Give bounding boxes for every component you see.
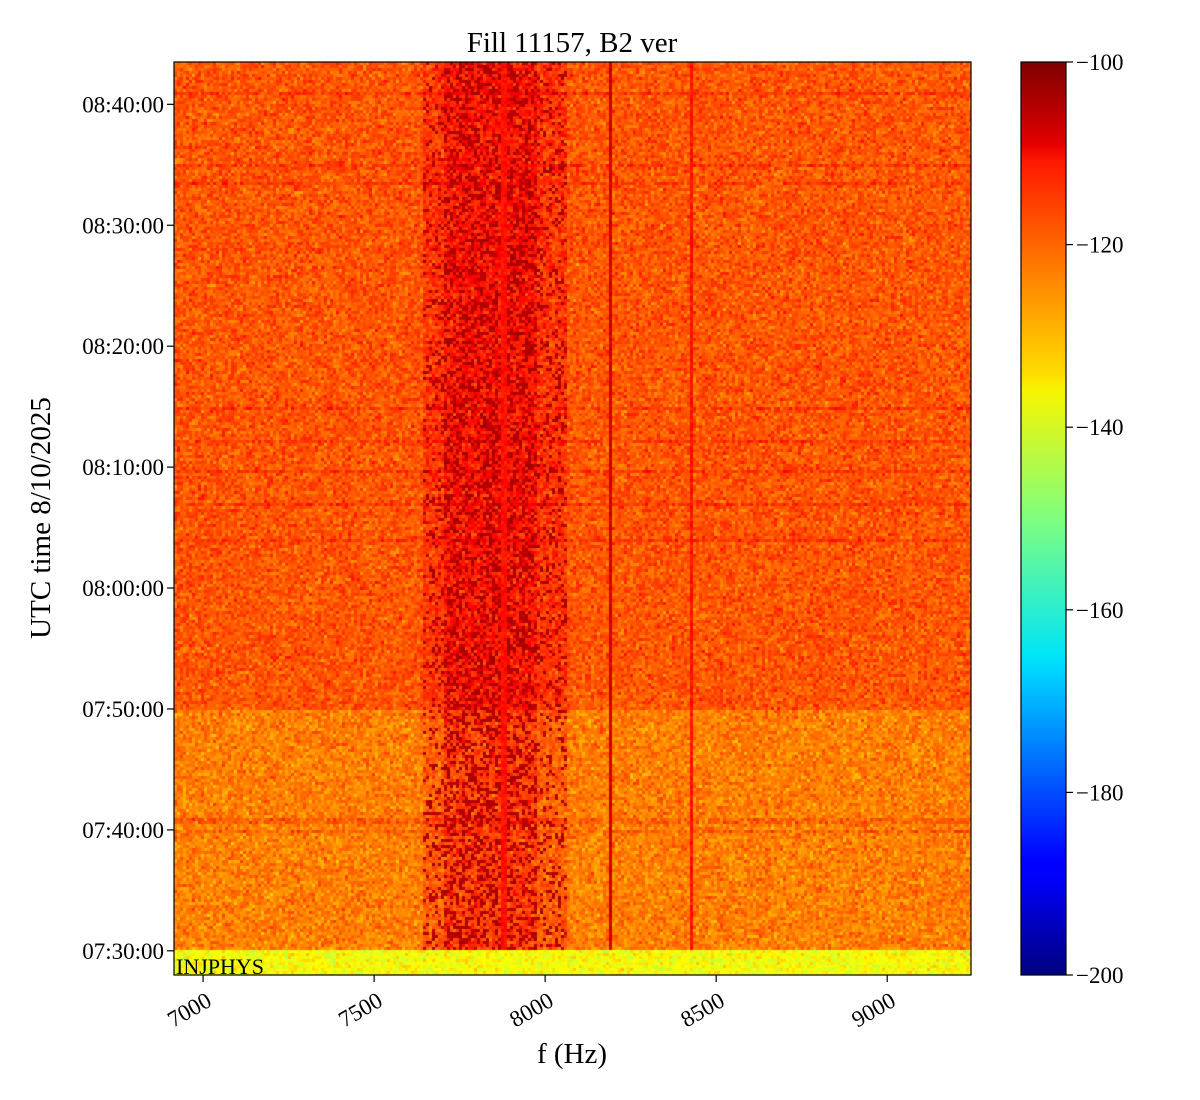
x-tick-label: 8000: [505, 988, 557, 1033]
x-tick-label: 7000: [163, 988, 215, 1033]
y-tick-label: 08:40:00: [82, 92, 164, 117]
y-tick-label: 07:30:00: [82, 939, 164, 964]
x-tick-label: 7500: [334, 988, 386, 1033]
x-tick-label: 9000: [847, 988, 899, 1033]
plot-frame: [173, 61, 972, 976]
injection-annotation: INJPHYS: [176, 954, 264, 979]
colorbar-tick-label: −160: [1076, 598, 1123, 623]
y-tick-label: 08:20:00: [82, 334, 164, 359]
y-tick-label: 08:10:00: [82, 455, 164, 480]
y-tick-label: 07:40:00: [82, 818, 164, 843]
y-tick-label: 07:50:00: [82, 697, 164, 722]
colorbar-tick-label: −140: [1076, 415, 1123, 440]
colorbar-axis: −100 −120 −140 −160 −180 −200: [1066, 50, 1123, 988]
colorbar: [1020, 61, 1067, 976]
x-tick-label: 8500: [676, 988, 728, 1033]
colorbar-tick-label: −100: [1076, 50, 1123, 75]
colorbar-tick-label: −180: [1076, 780, 1123, 805]
heatmap-area: [174, 62, 971, 975]
y-tick-label: 08:30:00: [82, 213, 164, 238]
colorbar-tick-label: −200: [1076, 963, 1123, 988]
x-axis: 7000 7500 8000 8500 9000: [163, 975, 900, 1033]
heatmap-canvas: [174, 62, 971, 975]
y-axis-label: UTC time 8/10/2025: [25, 397, 57, 639]
colorbar-tick-label: −120: [1076, 233, 1123, 258]
y-tick-label: 08:00:00: [82, 576, 164, 601]
x-axis-label: f (Hz): [537, 1038, 607, 1070]
chart-title: Fill 11157, B2 ver: [467, 27, 678, 59]
y-axis: 07:30:00 07:40:00 07:50:00 08:00:00 08:10:00…: [82, 92, 174, 964]
